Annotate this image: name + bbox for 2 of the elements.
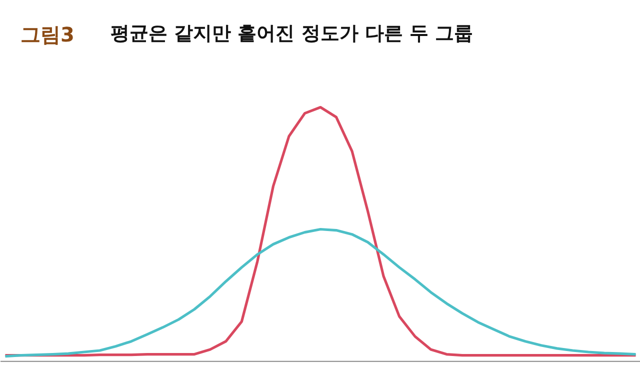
chart-title: 그림3 [20,22,74,46]
chart-subtitle: 평균은 같지만 흩어진 정도가 다른 두 그룹 [110,22,474,44]
